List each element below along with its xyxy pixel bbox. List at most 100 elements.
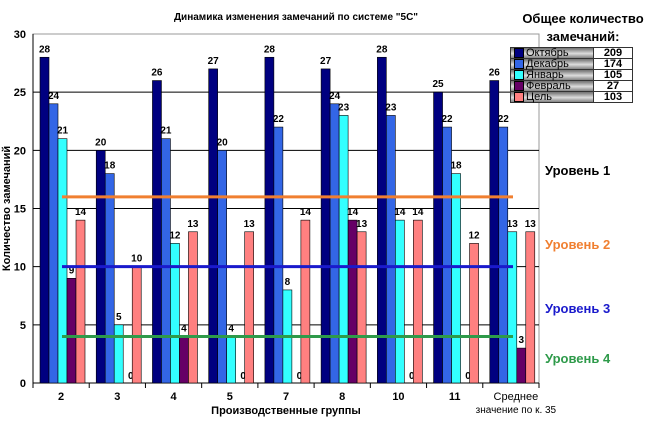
bar-Цель: [469, 243, 479, 384]
y-tick-label: 10: [14, 262, 26, 274]
x-tick-label: Среднее: [494, 391, 539, 403]
data-label: 3: [518, 335, 524, 346]
data-label: 0: [297, 371, 303, 382]
data-label: 4: [228, 323, 234, 334]
data-label: 13: [356, 219, 368, 230]
bar-Декабрь: [386, 115, 396, 384]
x-tick-label: 2: [58, 391, 64, 403]
legend: Октябрь 209 Декабрь 174 Январь 105 Февраль 27 Це…: [510, 46, 633, 104]
data-label: 14: [394, 207, 406, 218]
bar-Цель: [244, 231, 254, 384]
legend-row: Январь 105: [510, 69, 633, 82]
x-axis-label: Производственные группы: [211, 405, 361, 417]
bar-Февраль: [66, 277, 77, 384]
bar-Январь: [226, 336, 236, 384]
legend-swatch: [514, 92, 524, 103]
level-3-label: Уровень 3: [545, 301, 611, 316]
x-tick-label: 4: [170, 391, 177, 403]
legend-row: Октябрь 209: [510, 46, 633, 60]
data-label: 10: [131, 254, 143, 265]
bar-Январь: [57, 138, 68, 384]
bar-Январь: [113, 324, 124, 384]
data-label: 18: [450, 161, 462, 172]
data-label: 28: [376, 44, 388, 55]
data-label: 14: [347, 207, 359, 218]
data-label: 22: [441, 114, 453, 125]
data-label: 27: [208, 56, 220, 67]
data-label: 5: [116, 312, 122, 323]
legend-label: Октябрь: [510, 46, 594, 60]
level-2-label: Уровень 2: [545, 237, 611, 252]
legend-swatch: [514, 59, 524, 70]
bar-Февраль: [347, 219, 358, 384]
legend-series-name: Февраль: [526, 80, 571, 93]
legend-swatch: [514, 70, 524, 81]
data-label: 0: [465, 371, 471, 382]
legend-series-name: Октябрь: [526, 47, 569, 59]
bar-Февраль: [516, 347, 527, 384]
data-label: 13: [525, 219, 537, 230]
data-label: 4: [181, 323, 187, 334]
data-label: 23: [385, 102, 397, 113]
bar-Декабрь: [329, 103, 340, 384]
bar-Октябрь: [433, 91, 443, 384]
legend-swatch: [514, 81, 524, 92]
bar-Декабрь: [104, 173, 115, 384]
data-label: 24: [329, 91, 341, 102]
bar-Цель: [300, 219, 311, 384]
y-tick-label: 25: [14, 87, 26, 99]
data-label: 12: [468, 230, 480, 241]
y-tick-label: 15: [14, 204, 26, 216]
legend-row: Цель 103: [510, 91, 633, 104]
y-axis-label: Количество замечаний: [1, 146, 13, 271]
legend-total: 27: [593, 80, 633, 93]
legend-series-name: Цель: [526, 91, 553, 104]
level-1-label: Уровень 1: [545, 163, 611, 178]
data-label: 0: [128, 371, 134, 382]
data-label: 9: [69, 265, 75, 276]
data-label: 27: [320, 56, 332, 67]
chart-title: Динамика изменения замечаний по системе …: [174, 12, 418, 23]
data-label: 13: [507, 219, 519, 230]
bar-Октябрь: [39, 56, 50, 384]
bar-Декабрь: [273, 126, 284, 384]
x-tick-label: 8: [339, 391, 345, 403]
x-tick-label: 7: [283, 391, 289, 403]
legend-label: Январь: [510, 69, 594, 82]
x-tick-label: 5: [227, 391, 233, 403]
bar-Январь: [170, 243, 180, 384]
data-label: 0: [409, 371, 415, 382]
data-label: 26: [489, 68, 501, 79]
bar-Цель: [75, 219, 86, 384]
data-label: 21: [57, 126, 69, 137]
data-label: 22: [273, 114, 285, 125]
y-tick-label: 0: [20, 378, 26, 390]
data-label: 20: [95, 137, 107, 148]
data-label: 26: [151, 68, 163, 79]
bar-Цель: [188, 231, 198, 384]
legend-series-name: Январь: [526, 69, 564, 82]
data-label: 25: [432, 79, 444, 90]
bar-Цель: [356, 231, 367, 384]
legend-title: Общее количество замечаний:: [522, 11, 644, 44]
x-tick-label: 3: [114, 391, 120, 403]
level-4-label: Уровень 4: [545, 351, 611, 366]
y-tick-label: 20: [14, 145, 26, 157]
data-label: 13: [244, 219, 256, 230]
legend-total: 105: [593, 69, 633, 82]
legend-label: Февраль: [510, 80, 594, 93]
data-label: 0: [240, 371, 246, 382]
legend-row: Февраль 27: [510, 80, 633, 93]
bar-Декабрь: [498, 126, 509, 384]
legend-total: 209: [593, 46, 633, 60]
bar-Январь: [395, 219, 405, 384]
bar-Октябрь: [264, 56, 275, 384]
bar-Цель: [131, 266, 142, 384]
legend-series-name: Декабрь: [526, 58, 569, 71]
x-tick-label: значение по к. 35: [476, 405, 557, 416]
data-label: 28: [39, 44, 51, 55]
y-tick-label: 5: [20, 320, 26, 332]
legend-total: 103: [593, 91, 633, 104]
